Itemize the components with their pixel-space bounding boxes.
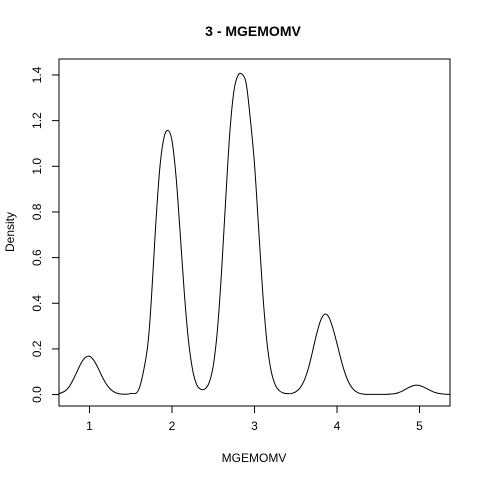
y-tick-label: 0.0 [30,386,44,403]
y-tick-label: 0.4 [30,295,44,312]
y-tick-label: 1.4 [30,66,44,83]
x-tick-label: 2 [169,419,176,433]
x-axis: 1 2 3 4 5 [86,405,423,433]
y-tick-label: 1.0 [30,158,44,175]
x-tick-label: 1 [86,419,93,433]
x-tick-label: 4 [334,419,341,433]
y-tick-label: 1.2 [30,112,44,129]
plot-area-frame [58,58,451,407]
y-tick-label: 0.6 [30,249,44,266]
y-axis-label: Density [3,212,17,252]
x-tick-label: 3 [251,419,258,433]
chart-title: 3 - MGEMOMV [205,23,301,39]
density-curve [58,72,451,395]
x-tick-label: 5 [416,419,423,433]
x-axis-label: MGEMOMV [222,451,287,465]
y-tick-label: 0.8 [30,203,44,220]
y-axis: 0.0 0.2 0.4 0.6 0.8 1.0 1.2 1.4 [30,66,60,403]
y-tick-label: 0.2 [30,340,44,357]
